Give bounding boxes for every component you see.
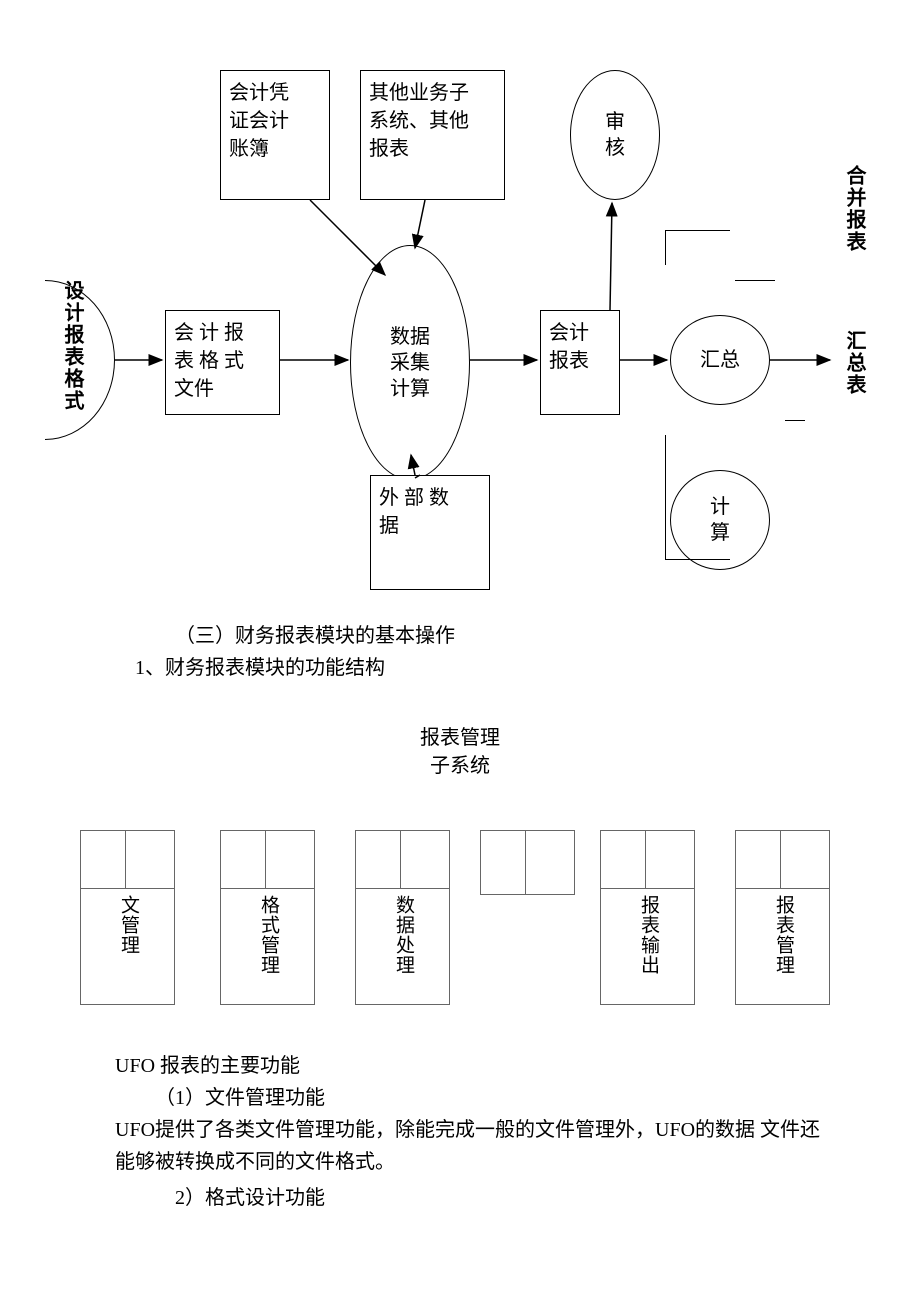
subsystem-title-2: 子系统 (0, 752, 920, 780)
ellipse-audit: 审 核 (570, 70, 660, 200)
ufo-title: UFO 报表的主要功能 (80, 1050, 840, 1082)
flowchart-diagram: 设计报表格式 会计凭 证会计 账簿 其他业务子 系统、其他 报表 审 核 会 计… (0, 0, 920, 610)
module-label-6: 报表管理 (770, 895, 797, 975)
right-label-summary: 汇总表 (840, 330, 869, 396)
module-hline-2 (220, 888, 315, 889)
module-div-2 (265, 830, 266, 888)
point-1: （1）文件管理功能 (80, 1082, 840, 1114)
box-ledger: 会计凭 证会计 账簿 (220, 70, 330, 200)
module-label-2: 格式管理 (255, 895, 282, 975)
bracket-bottom (665, 435, 730, 560)
box-format: 会 计 报 表 格 式 文件 (165, 310, 280, 415)
module-hline-3 (355, 888, 450, 889)
module-label-5: 报表输出 (635, 895, 662, 975)
box-external: 外 部 数 据 (370, 475, 490, 590)
box-report: 会计 报表 (540, 310, 620, 415)
ellipse-collect: 数据 采集 计算 (350, 245, 470, 480)
subsystem-title-1: 报表管理 (0, 724, 920, 752)
module-box-4 (480, 830, 575, 895)
module-div-4 (525, 830, 526, 895)
point-1-desc: UFO提供了各类文件管理功能，除能完成一般的文件管理外，UFO的数据 文件还能够… (80, 1114, 840, 1178)
point-2: 2）格式设计功能 (80, 1182, 840, 1214)
module-hline-6 (735, 888, 830, 889)
module-label-3: 数据处理 (390, 895, 417, 975)
module-label-1: 文管理 (115, 895, 142, 955)
heading-3: （三）财务报表模块的基本操作 (80, 620, 840, 652)
subsystem-title: 报表管理 子系统 (0, 724, 920, 780)
bracket-mid (735, 280, 775, 281)
heading-3-1: 1、财务报表模块的功能结构 (80, 652, 840, 684)
right-label-merge: 合并报表 (840, 165, 869, 253)
module-structure: 文管理 格式管理 数据处理 报表输出 报表管理 (0, 790, 920, 1050)
body-text-section: UFO 报表的主要功能 （1）文件管理功能 UFO提供了各类文件管理功能，除能完… (0, 1050, 920, 1214)
left-label: 设计报表格式 (58, 280, 87, 412)
ellipse-summary: 汇总 (670, 315, 770, 405)
module-div-6 (780, 830, 781, 888)
module-div-5 (645, 830, 646, 888)
section-heading-area: （三）财务报表模块的基本操作 1、财务报表模块的功能结构 (0, 620, 920, 684)
module-div-1 (125, 830, 126, 888)
module-hline-1 (80, 888, 175, 889)
bracket-line (785, 420, 805, 421)
module-div-3 (400, 830, 401, 888)
bracket-top (665, 230, 730, 265)
module-hline-5 (600, 888, 695, 889)
box-other: 其他业务子 系统、其他 报表 (360, 70, 505, 200)
